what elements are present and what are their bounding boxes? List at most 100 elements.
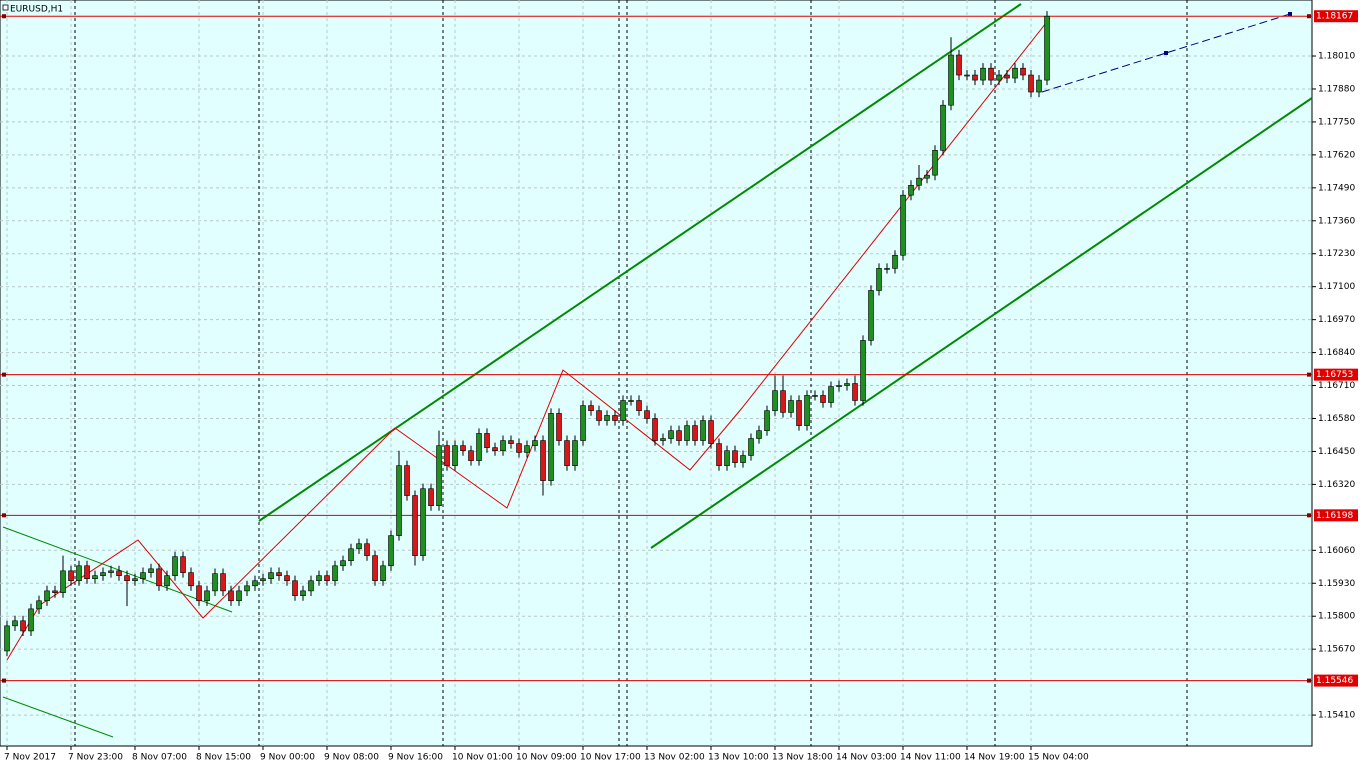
- candle-body: [412, 495, 418, 556]
- candle-body: [396, 465, 402, 536]
- candle-body: [308, 580, 314, 592]
- candle-body: [292, 580, 298, 596]
- candle-body: [708, 420, 714, 444]
- candle-body: [716, 443, 722, 466]
- candle-body: [268, 572, 274, 580]
- candle-body: [204, 590, 210, 602]
- candle-body: [452, 445, 458, 466]
- candle-body: [636, 400, 642, 411]
- candle-body: [612, 415, 618, 421]
- candle-body: [668, 430, 674, 439]
- candle-body: [276, 572, 282, 576]
- level-label: 1.16198: [1316, 511, 1353, 521]
- candle-body: [604, 415, 610, 421]
- plot-area: [0, 0, 1313, 747]
- candle-body: [84, 565, 90, 580]
- candle-body: [356, 543, 362, 550]
- candle-body: [76, 565, 82, 582]
- candle-body: [1020, 67, 1026, 76]
- candle-body: [1004, 74, 1010, 79]
- y-tick-label: 1.16710: [1318, 381, 1355, 391]
- candle-body: [916, 177, 922, 186]
- candle-body: [788, 400, 794, 413]
- y-tick-label: 1.15410: [1318, 711, 1355, 721]
- y-tick-label: 1.16970: [1318, 315, 1355, 325]
- candle-body: [532, 440, 538, 446]
- x-tick-label: 8 Nov 07:00: [132, 753, 187, 763]
- candle-body: [420, 488, 426, 556]
- x-tick-label: 7 Nov 23:00: [68, 753, 123, 763]
- level-anchor: [1307, 678, 1311, 683]
- candle-body: [1012, 67, 1018, 79]
- level-anchor: [2, 513, 6, 518]
- level-label: 1.15546: [1316, 676, 1353, 686]
- candle-body: [284, 575, 290, 582]
- candle-body: [492, 447, 498, 451]
- candle-body: [828, 386, 834, 403]
- candle-body: [340, 560, 346, 567]
- candle-body: [740, 455, 746, 463]
- y-tick-label: 1.15930: [1318, 579, 1355, 589]
- candle-body: [68, 570, 74, 582]
- y-tick-label: 1.17360: [1318, 216, 1355, 226]
- candle-body: [820, 395, 826, 403]
- candle-body: [692, 425, 698, 441]
- candle-body: [404, 465, 410, 496]
- candle-body: [900, 194, 906, 256]
- candle-body: [780, 390, 786, 413]
- x-tick-label: 7 Nov 2017: [4, 753, 56, 763]
- y-tick-label: 1.16060: [1318, 546, 1355, 556]
- x-tick-label: 14 Nov 11:00: [900, 753, 961, 763]
- y-tick-label: 1.17620: [1318, 150, 1355, 160]
- candle-body: [436, 445, 442, 506]
- candle-body: [524, 445, 530, 453]
- candle-body: [116, 570, 122, 576]
- candle-body: [700, 420, 706, 441]
- candle-body: [964, 74, 970, 77]
- candles: [4, 11, 1050, 657]
- candle-body: [628, 400, 634, 402]
- x-tick-label: 13 Nov 18:00: [772, 753, 833, 763]
- level-label-box: [1314, 368, 1358, 381]
- y-tick-label: 1.18010: [1318, 52, 1355, 62]
- candle-body: [572, 440, 578, 466]
- candle-body: [796, 400, 802, 426]
- candle-body: [868, 290, 874, 341]
- candle-body: [388, 535, 394, 567]
- candle-body: [380, 565, 386, 582]
- projection-line: [1041, 13, 1291, 93]
- candle-body: [428, 488, 434, 506]
- candle-body: [732, 450, 738, 463]
- candle-body: [988, 67, 994, 81]
- candle-body: [972, 74, 978, 81]
- candle-body: [596, 410, 602, 421]
- candle-body: [1028, 74, 1034, 93]
- candle-body: [156, 568, 162, 587]
- candle-body: [372, 555, 378, 582]
- y-tick-label: 1.16580: [1318, 414, 1355, 424]
- y-tick-label: 1.17490: [1318, 183, 1355, 193]
- candle-body: [164, 575, 170, 587]
- candle-body: [172, 556, 178, 576]
- x-tick-label: 9 Nov 08:00: [324, 753, 379, 763]
- separators: [74, 0, 1188, 746]
- candle-body: [996, 74, 1002, 81]
- level-anchor: [2, 678, 6, 683]
- candle-body: [956, 54, 962, 76]
- candle-body: [148, 568, 154, 573]
- candle-body: [252, 580, 258, 587]
- x-tick-label: 15 Nov 04:00: [1028, 753, 1089, 763]
- projection-point: [1288, 12, 1292, 16]
- candle-body: [332, 565, 338, 582]
- candle-body: [556, 413, 562, 441]
- y-tick-label: 1.17100: [1318, 282, 1355, 292]
- candle-body: [756, 430, 762, 439]
- candle-body: [548, 413, 554, 481]
- candle-body: [676, 430, 682, 441]
- level-anchor: [1307, 372, 1311, 377]
- chart-icon: [2, 4, 9, 11]
- candle-body: [484, 433, 490, 448]
- candle-body: [60, 570, 66, 593]
- candle-body: [836, 385, 842, 387]
- level-anchor: [2, 14, 6, 19]
